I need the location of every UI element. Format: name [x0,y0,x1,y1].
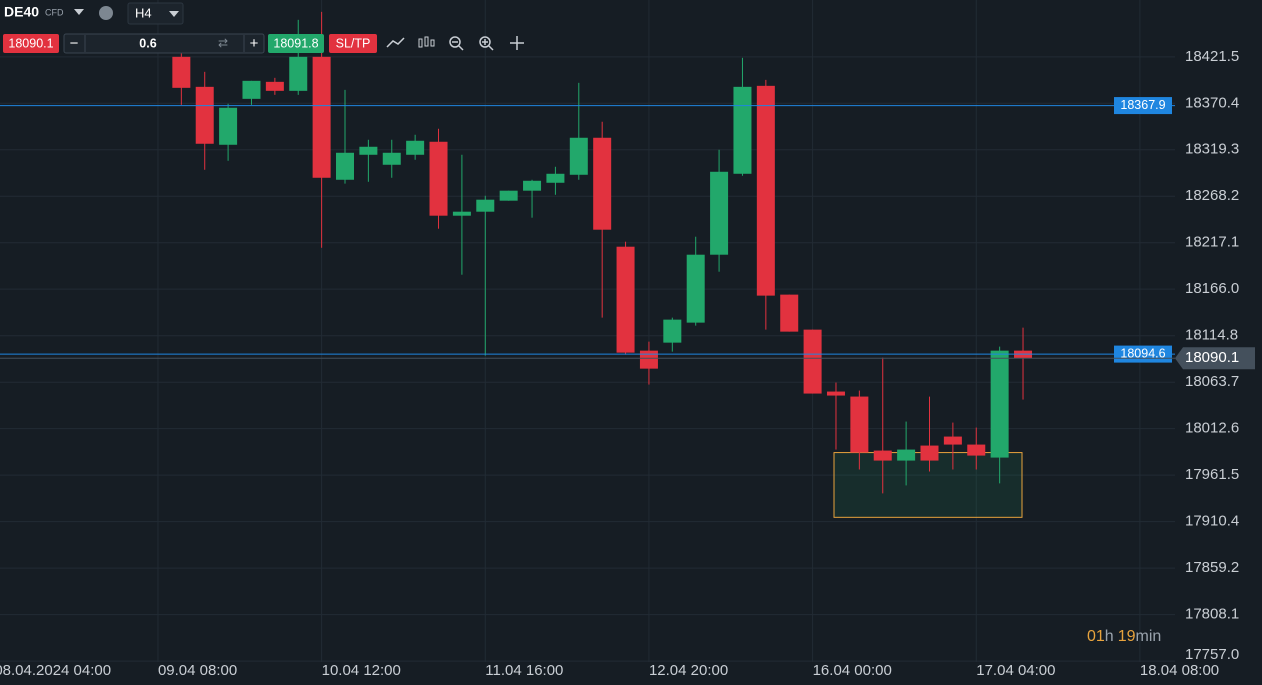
candle-body [663,319,682,343]
candle-body [265,81,284,91]
y-tick-label: 18370.4 [1185,94,1239,111]
move-icon[interactable] [510,36,524,50]
y-tick-label: 18114.8 [1185,327,1238,344]
y-tick-label: 18268.2 [1185,187,1239,204]
candle-body [616,246,635,353]
candle-body [756,85,775,296]
x-tick-label: 08.04.2024 04:00 [0,662,111,679]
countdown-minutes-unit: min [1136,628,1162,645]
candle-body [920,445,939,461]
x-tick-label: 17.04 04:00 [976,662,1055,679]
candle-body [990,350,1009,458]
candle-icon[interactable] [418,36,435,48]
y-tick-label: 17808.1 [1185,606,1239,623]
symbol-type: CFD [45,7,64,17]
y-tick-label: 18063.7 [1185,373,1239,390]
sell-price: 18090.1 [8,36,53,50]
info-icon[interactable] [99,6,113,20]
candle-body [850,396,869,453]
volume-input[interactable] [63,33,265,54]
timeframe-dropdown [169,11,179,17]
candle-body [336,152,354,180]
buy-button[interactable] [268,34,324,53]
price-label-box [1175,347,1255,370]
y-tick-label: 18012.6 [1185,420,1239,437]
symbol-dropdown[interactable] [74,9,84,15]
candle-body [710,171,729,255]
candle-body [897,449,916,461]
plus[interactable]: + [250,35,259,52]
y-tick-label: 18217.1 [1185,234,1239,251]
price-label: 18094.6 [1120,346,1165,360]
timeframe-select[interactable] [127,2,184,25]
x-tick-label: 11.04 16:00 [485,662,563,679]
candle-body [967,444,986,456]
sl-tp-button[interactable] [329,34,377,53]
x-tick-label: 09.04 08:00 [158,662,237,679]
candle-body [476,199,495,212]
candle-body [172,56,191,88]
x-tick-label: 12.04 20:00 [649,662,728,679]
candle-body [289,56,308,91]
sell-button[interactable] [3,34,59,53]
countdown-hours: 01 [1087,628,1105,645]
candle-body [826,391,845,396]
y-tick-label: 17859.2 [1185,559,1239,576]
minus[interactable]: − [70,35,79,52]
candle-body [429,141,448,216]
x-tick-label: 18.04 08:00 [1140,662,1219,679]
candle-body [499,190,518,201]
candle-body [803,329,822,394]
candle-body [686,254,705,323]
swap-icon[interactable]: ⇄ [218,36,228,50]
candle-body [312,56,331,178]
x-tick-label: 16.04 00:00 [813,662,892,679]
x-tick-label: 10.04 12:00 [322,662,401,679]
candle-body [523,180,542,191]
price-label-box [1114,97,1172,115]
price-label: 18090.1 [1185,349,1239,366]
candle-body [733,86,752,174]
y-tick-label: 17757.0 [1185,646,1239,663]
candle-body [219,107,238,145]
symbol[interactable]: DE40 [4,4,39,20]
y-tick-label: 18319.3 [1185,141,1239,158]
line-chart-icon[interactable] [386,37,405,48]
y-tick-label: 18421.5 [1185,48,1239,65]
zoom-in-icon[interactable] [479,36,494,51]
countdown-hours-unit: h [1105,628,1114,645]
countdown: 01h 19min [1087,628,1161,645]
y-tick-label: 18166.0 [1185,280,1239,297]
toolbar: DE40 CFD H4 18090.1 − 0.6 ⇄ + 18091.8 SL… [3,2,524,54]
candle-body [406,140,425,155]
sl-tp: SL/TP [336,36,371,50]
candle-body [780,294,799,332]
price-label: 18367.9 [1120,98,1165,112]
candle-body [382,152,401,165]
candle-body [639,350,658,369]
candle-body [569,137,588,175]
candle-body [195,86,214,144]
zoom-out-icon[interactable] [449,36,464,51]
candle-body [546,173,565,183]
y-tick-label: 17910.4 [1185,513,1239,530]
candle-body [452,211,471,216]
volume: 0.6 [139,36,156,50]
buy-price: 18091.8 [273,36,318,50]
candle-body [943,436,962,445]
candle-body [593,137,612,230]
candle-body [873,450,892,461]
y-tick-label: 17961.5 [1185,466,1239,483]
candle-body [242,80,261,99]
candle-body [359,146,378,155]
zone [833,452,1023,518]
countdown-minutes: 19 [1118,628,1136,645]
timeframe: H4 [135,5,152,20]
